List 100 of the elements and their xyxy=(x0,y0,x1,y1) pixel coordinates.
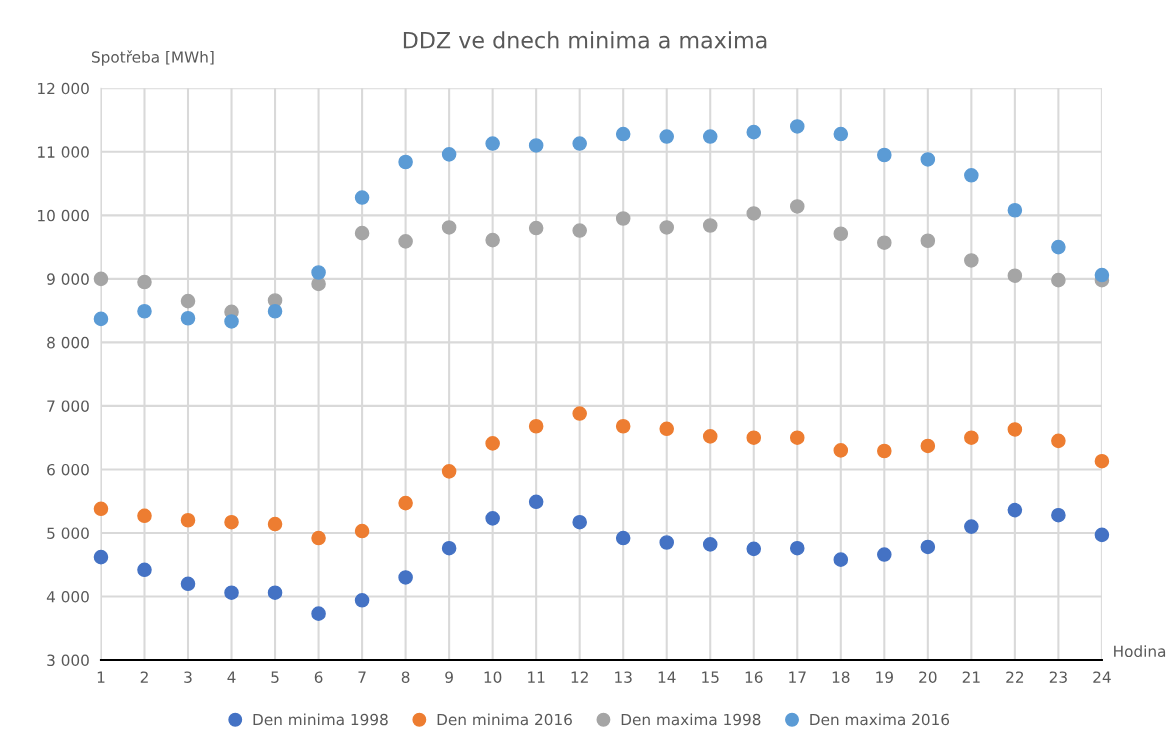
point xyxy=(267,303,283,319)
point xyxy=(702,537,718,552)
point xyxy=(572,223,587,238)
point xyxy=(528,494,544,510)
point xyxy=(1051,433,1066,449)
point xyxy=(311,265,326,280)
point xyxy=(354,225,370,241)
x-tick-label: 24 xyxy=(1093,671,1111,683)
point xyxy=(354,523,370,539)
y-tick-label: 5 000 xyxy=(47,527,89,539)
point xyxy=(572,514,587,530)
point xyxy=(877,235,892,250)
point xyxy=(224,314,239,329)
x-tick-label: 7 xyxy=(358,671,366,683)
point xyxy=(746,124,762,140)
point xyxy=(398,495,413,511)
x-tick-label: 10 xyxy=(484,671,502,683)
point xyxy=(1007,268,1023,283)
point xyxy=(398,234,413,249)
x-tick-label: 23 xyxy=(1049,671,1067,683)
point xyxy=(920,438,936,454)
point xyxy=(615,418,631,434)
point xyxy=(789,540,805,556)
point xyxy=(180,310,196,326)
point xyxy=(659,535,674,550)
point xyxy=(528,418,544,434)
point xyxy=(877,547,892,562)
point xyxy=(354,593,370,608)
point xyxy=(920,152,936,167)
y-tick-label: 12 000 xyxy=(38,82,89,95)
point xyxy=(398,570,413,585)
y-tick-label: 9 000 xyxy=(47,273,89,285)
y-tick-label: 8 000 xyxy=(47,336,89,349)
x-tick-label: 16 xyxy=(745,671,763,683)
point xyxy=(1051,507,1066,523)
x-tick-label: 9 xyxy=(445,671,453,683)
point xyxy=(659,220,674,235)
x-tick-label: 5 xyxy=(271,671,279,683)
point xyxy=(93,271,109,287)
point xyxy=(833,126,849,142)
point xyxy=(1007,202,1023,218)
x-tick-label: 20 xyxy=(919,671,937,683)
point xyxy=(920,233,936,249)
point xyxy=(615,211,631,226)
x-tick-label: 1 xyxy=(97,671,105,683)
legend-label: Den maxima 1998 xyxy=(621,713,761,726)
point xyxy=(441,220,457,235)
point xyxy=(1007,502,1023,518)
point xyxy=(964,430,979,445)
point xyxy=(93,311,109,327)
point xyxy=(833,443,849,458)
x-tick-label: 2 xyxy=(140,671,148,683)
x-tick-label: 22 xyxy=(1006,671,1024,683)
x-axis-title: Hodina xyxy=(1114,645,1166,658)
x-tick-label: 14 xyxy=(658,671,676,683)
point xyxy=(1094,527,1110,543)
chart-title: DDZ ve dnech minima a maxima xyxy=(403,31,767,49)
point xyxy=(964,253,979,268)
point xyxy=(702,129,718,144)
x-tick-label: 8 xyxy=(401,671,410,683)
point xyxy=(441,147,457,162)
point xyxy=(833,226,849,242)
x-tick-label: 17 xyxy=(789,671,806,683)
point xyxy=(877,443,892,459)
point xyxy=(311,530,326,546)
point xyxy=(789,199,805,214)
point xyxy=(789,119,805,134)
x-tick-label: 11 xyxy=(528,671,545,683)
legend-label: Den maxima 2016 xyxy=(810,713,950,726)
point xyxy=(746,206,762,221)
x-tick-label: 19 xyxy=(876,671,893,683)
point xyxy=(1051,239,1066,255)
point xyxy=(441,540,457,556)
point xyxy=(137,274,152,290)
x-tick-label: 3 xyxy=(184,671,192,683)
x-tick-label: 13 xyxy=(615,671,632,683)
point xyxy=(1094,453,1110,469)
point xyxy=(93,549,109,565)
x-tick-label: 6 xyxy=(314,671,323,683)
legend-label: Den minima 1998 xyxy=(253,713,388,726)
x-tick-label: 12 xyxy=(571,671,588,683)
point xyxy=(702,218,718,233)
point xyxy=(615,126,631,142)
point xyxy=(877,147,892,163)
point xyxy=(398,154,413,170)
point xyxy=(485,232,500,248)
point xyxy=(746,541,762,557)
x-tick-label: 18 xyxy=(832,671,850,683)
point xyxy=(224,585,239,600)
point xyxy=(964,519,979,534)
y-tick-label: 10 000 xyxy=(38,209,89,222)
point xyxy=(137,303,152,319)
point xyxy=(659,421,674,437)
point xyxy=(180,576,196,592)
point xyxy=(137,562,152,578)
point xyxy=(485,136,500,151)
point xyxy=(528,138,544,153)
y-axis-title: Spotřeba [MWh] xyxy=(91,50,214,66)
point xyxy=(702,429,718,444)
point xyxy=(1051,272,1066,288)
